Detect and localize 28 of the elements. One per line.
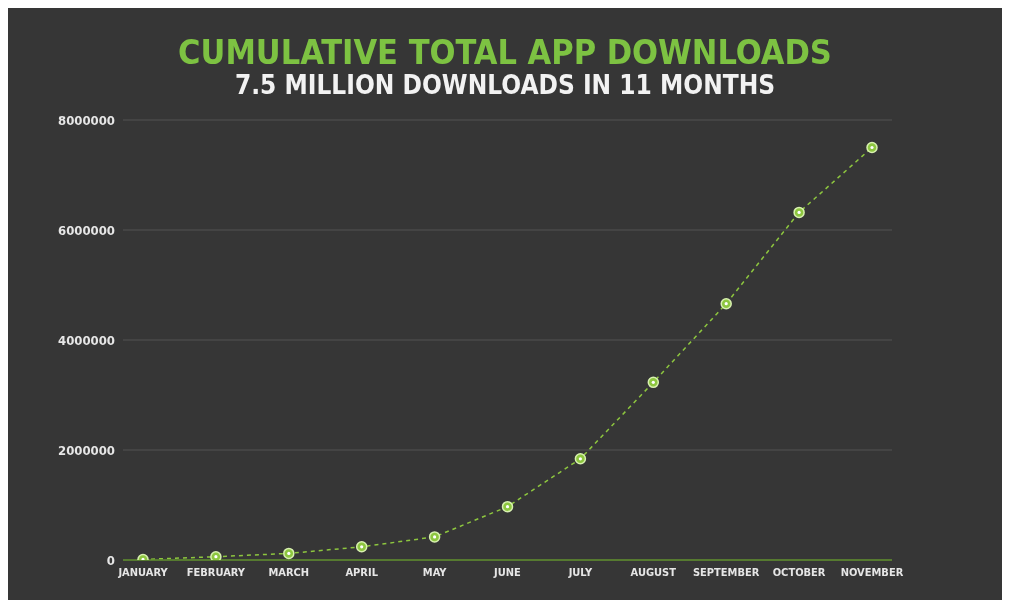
point	[574, 453, 587, 465]
x-tick-label: JANUARY	[117, 565, 169, 579]
point	[793, 206, 805, 219]
x-tick-label: JUNE	[493, 565, 522, 579]
y-tick-label: 6000000	[58, 222, 115, 238]
x-tick-label: APRIL	[345, 565, 379, 579]
point	[210, 550, 222, 560]
point	[283, 547, 295, 560]
point	[428, 531, 441, 543]
y-tick-label: 8000000	[58, 112, 115, 128]
x-tick-label: OCTOBER	[772, 565, 826, 579]
point	[355, 541, 368, 553]
x-tick-label: MAY	[422, 565, 448, 579]
x-tick-label: SEPTEMBER	[692, 565, 760, 579]
x-tick-label: AUGUST	[630, 565, 677, 579]
x-tick-label: NOVEMBER	[840, 565, 904, 579]
point	[720, 297, 732, 310]
point	[647, 376, 660, 389]
point	[866, 141, 878, 154]
chart-title: CUMULATIVE TOTAL APP DOWNLOADS	[177, 31, 833, 72]
chart-subtitle: 7.5 MILLION DOWNLOADS IN 11 MONTHS	[233, 70, 777, 100]
y-tick-label: 0	[106, 552, 115, 568]
point	[501, 500, 514, 513]
x-tick-label: JULY	[567, 565, 593, 579]
x-tick-label: FEBRUARY	[186, 565, 246, 579]
x-tick-label: MARCH	[268, 565, 310, 579]
y-tick-label: 4000000	[58, 332, 115, 348]
y-tick-label: 2000000	[58, 442, 115, 458]
